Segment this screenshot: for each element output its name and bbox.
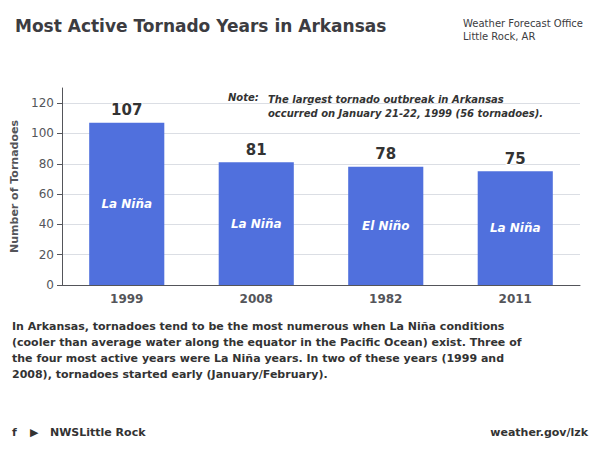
- svg-text:weather.gov/lzk: weather.gov/lzk: [490, 426, 588, 439]
- svg-text:f: f: [12, 426, 17, 439]
- svg-text:NWSLittle Rock: NWSLittle Rock: [50, 426, 146, 439]
- svg-text:Weather Forecast Office: Weather Forecast Office: [463, 18, 583, 29]
- svg-text:75: 75: [505, 150, 526, 168]
- svg-text:0: 0: [46, 278, 54, 292]
- svg-text:80: 80: [39, 157, 54, 171]
- svg-text:El Niño: El Niño: [362, 219, 409, 233]
- svg-text:occurred on January 21-22, 199: occurred on January 21-22, 1999 (56 torn…: [268, 108, 543, 119]
- svg-text:60: 60: [39, 187, 54, 201]
- svg-text:81: 81: [246, 141, 267, 159]
- svg-text:20: 20: [39, 248, 54, 262]
- svg-text:The largest tornado outbreak i: The largest tornado outbreak in Arkansas: [268, 94, 504, 105]
- svg-text:1999: 1999: [110, 292, 143, 306]
- svg-text:Little Rock, AR: Little Rock, AR: [463, 31, 535, 42]
- svg-text:107: 107: [111, 101, 142, 119]
- svg-text:40: 40: [39, 217, 54, 231]
- svg-text:120: 120: [31, 96, 54, 110]
- svg-text:100: 100: [31, 126, 54, 140]
- svg-text:(cooler than average water alo: (cooler than average water along the equ…: [12, 336, 522, 349]
- svg-text:La Niña: La Niña: [490, 221, 541, 235]
- svg-text:Note:: Note:: [228, 92, 259, 103]
- svg-text:La Niña: La Niña: [101, 197, 152, 211]
- svg-text:▶: ▶: [30, 426, 39, 439]
- svg-text:2011: 2011: [499, 292, 532, 306]
- svg-text:1982: 1982: [369, 292, 402, 306]
- svg-text:In Arkansas, tornadoes tend to: In Arkansas, tornadoes tend to be the mo…: [12, 320, 505, 333]
- svg-text:2008), tornadoes started early: 2008), tornadoes started early (January/…: [12, 368, 328, 381]
- svg-text:Most Active Tornado Years in A: Most Active Tornado Years in Arkansas: [15, 16, 386, 36]
- svg-text:78: 78: [375, 145, 396, 163]
- svg-text:the four most active years wer: the four most active years were La Niña …: [12, 352, 504, 365]
- svg-text:La Niña: La Niña: [231, 217, 282, 231]
- svg-text:Number of Tornadoes: Number of Tornadoes: [8, 120, 21, 253]
- svg-text:2008: 2008: [240, 292, 273, 306]
